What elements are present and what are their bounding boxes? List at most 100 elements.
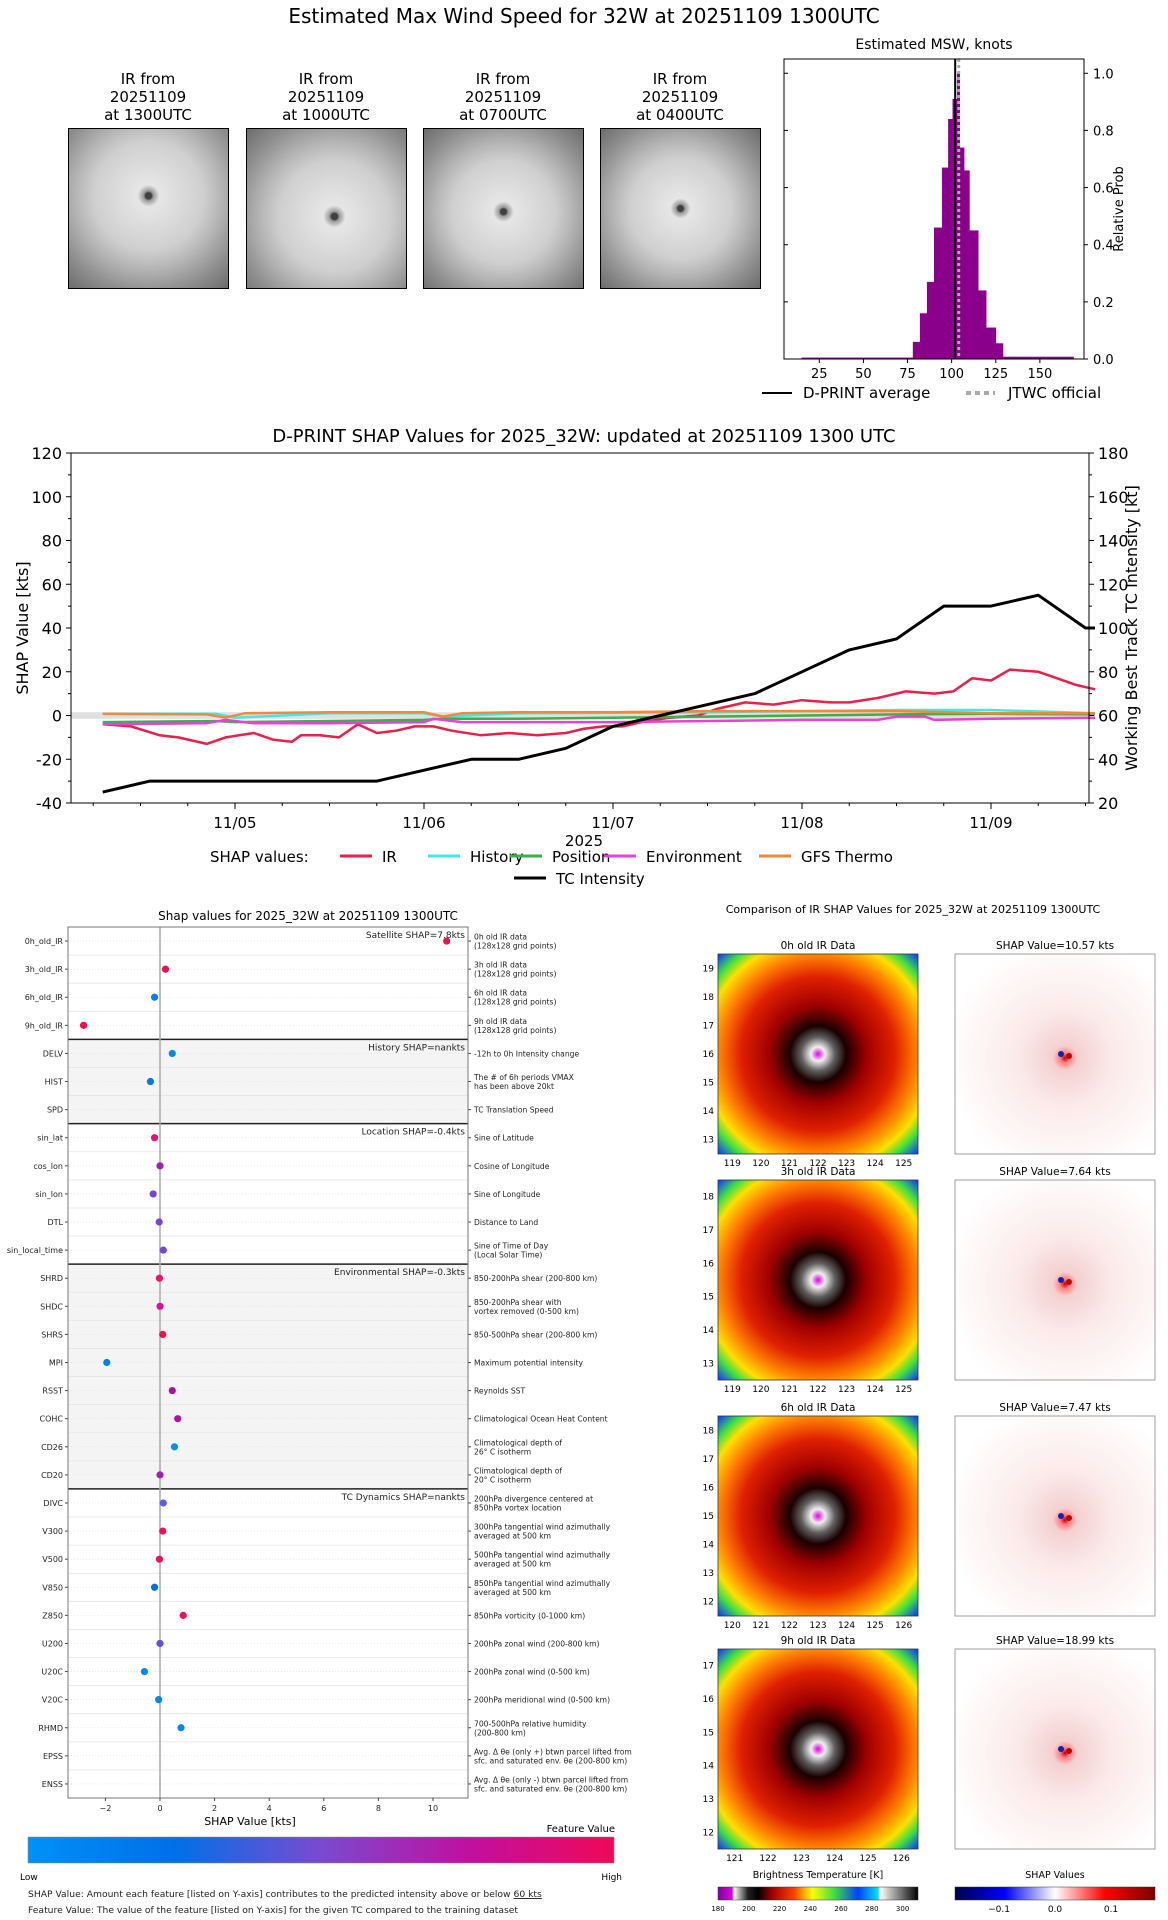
ir-y-tick-label: 14 [703,1541,715,1551]
feature-shap-dot [103,1358,111,1367]
y-tick-label-right: 80 [1098,663,1118,682]
ir-x-tick-label: 125 [867,1621,884,1631]
y-tick-label-right: 20 [1098,794,1118,813]
feature-name: V500 [42,1555,63,1564]
feature-shap-dot [159,1499,167,1507]
feature-description: 20° C isotherm [474,1475,531,1484]
ir-x-tick-label: 121 [726,1854,743,1864]
ir-x-tick-label: 120 [752,1385,769,1395]
feature-name: DIVC [43,1499,63,1508]
ir-x-tick-label: 126 [893,1854,910,1864]
feature-description: Sine of Latitude [474,1134,534,1143]
feature-description: (128x128 grid points) [474,970,556,979]
feature-name: Z850 [42,1611,63,1620]
bt-colorbar [717,1886,919,1901]
feature-shap-dot [156,1162,164,1170]
ir-image [717,1648,919,1850]
feature-description: 850-200hPa shear (200-800 km) [474,1274,597,1283]
ir-x-tick-label: 122 [781,1621,798,1631]
feature-shap-dot [159,1330,167,1339]
msw-histogram: Estimated MSW, knots 25 50 75 100 125 150 0.0 0.… [762,37,1127,402]
ir-y-tick-label: 16 [703,1259,715,1269]
y-tick-label: 0.6 [1093,182,1114,197]
feature-chart-frame [67,926,469,1799]
x-tick-label: −2 [100,1804,112,1813]
feature-description: 300hPa tangential wind azimuthally [474,1523,611,1532]
footnote-shap-text: SHAP Value: Amount each feature [listed … [28,1889,513,1900]
footnote-shap: SHAP Value: Amount each feature [listed … [28,1889,542,1900]
ir-y-tick-label: 13 [703,1359,714,1369]
feature-description: (128x128 grid points) [474,1026,556,1035]
shap-image [954,953,1156,1155]
feature-description: Climatological depth of [474,1466,562,1475]
bt-colorbar-tick: 260 [834,1905,847,1913]
legend-dprint-label: D-PRINT average [803,384,930,402]
shap-colorbar-tick: −0.1 [988,1905,1010,1915]
feature-name: sin_lat [37,1134,63,1143]
histogram-bar [995,343,1004,359]
ir-y-tick-label: 16 [703,1695,715,1705]
feature-name: SPD [47,1106,63,1115]
feature-description: (Local Solar Time) [474,1251,542,1260]
y-tick-label: 1.0 [1093,67,1114,82]
feature-description: 0h old IR data [474,933,527,942]
feature-shap-dot [159,1246,167,1254]
feature-shap-dot [156,1471,164,1479]
y-tick-label-left: 0 [52,707,62,726]
feature-description: Distance to Land [474,1218,538,1227]
y-tick-label-right: 140 [1098,532,1129,551]
shap-timeseries-chart: D-PRINT SHAP Values for 2025_32W: update… [13,426,1141,888]
y-axis-label: Relative Prob [1112,166,1127,251]
ir-x-tick-label: 125 [895,1385,912,1395]
shap-feature-chart: Shap values for 2025_32W at 20251109 130… [7,909,632,1916]
y-tick-label-left: 100 [31,488,62,507]
ir-panel-title: 6h old IR Data [781,1402,856,1414]
shap-hotspot-negative [1058,1746,1064,1752]
histogram-bar [986,327,997,359]
histogram-bar [912,341,921,359]
x-tick-label: 4 [267,1804,272,1813]
y-tick-label-left: -40 [36,794,62,813]
shap-hotspot-positive [1066,1053,1072,1059]
ir-thumbnail-title-line: 20251109 [287,88,365,106]
ir-y-tick-label: 17 [703,1226,714,1236]
ir-y-tick-label: 16 [703,1483,715,1493]
feature-name: 3h_old_IR [25,965,64,974]
comparison-title: Comparison of IR SHAP Values for 2025_32… [726,903,1101,916]
feature-description: Sine of Longitude [474,1190,541,1199]
shap-colorbar-tick: 0.0 [1048,1905,1063,1915]
ir-y-tick-label: 12 [703,1598,714,1608]
ir-thumbnail-title-line: 20251109 [641,88,719,106]
ir-x-tick-label: 120 [724,1621,741,1631]
feature-description: 850-200hPa shear with [474,1298,562,1307]
feature-name: CD26 [41,1443,63,1452]
ir-y-tick-label: 14 [703,1107,715,1117]
ir-x-tick-label: 119 [724,1159,741,1169]
feature-description: -12h to 0h Intensity change [474,1049,579,1058]
ir-y-tick-label: 17 [703,1455,714,1465]
x-tick-label: 11/07 [591,814,634,832]
feature-group-label: Location SHAP=-0.4kts [361,1128,465,1138]
ir-x-tick-label: 121 [781,1159,798,1169]
feature-chart-title: Shap values for 2025_32W at 20251109 130… [158,909,458,923]
ir-thumbnail-image [600,128,761,289]
shap-panel-title: SHAP Value=7.47 kts [999,1402,1110,1414]
feature-shap-dot [156,1302,164,1310]
shap-hotspot-positive [1066,1279,1072,1285]
feature-shap-dot [155,1555,164,1563]
feature-description: Climatological Ocean Heat Content [474,1415,608,1424]
feature-name: V20C [42,1696,64,1705]
colorbar-title: Feature Value [547,1824,615,1835]
y-tick-label-left: 20 [42,663,62,682]
page-title: Estimated Max Wind Speed for 32W at 2025… [288,4,880,28]
shap-panel-title: SHAP Value=18.99 kts [996,1635,1114,1647]
ir-thumbnail-title-line: at 1000UTC [282,106,370,124]
feature-description: 500hPa tangential wind azimuthally [474,1551,611,1560]
feature-shap-dot [155,1274,164,1282]
x-tick-label: 6 [321,1804,326,1813]
ir-thumbnail-title-line: 20251109 [109,88,187,106]
feature-shap-dot [149,1190,157,1198]
feature-name: 0h_old_IR [25,937,64,946]
feature-shap-dot [155,1218,163,1226]
feature-description: The # of 6h periods VMAX [473,1073,574,1082]
